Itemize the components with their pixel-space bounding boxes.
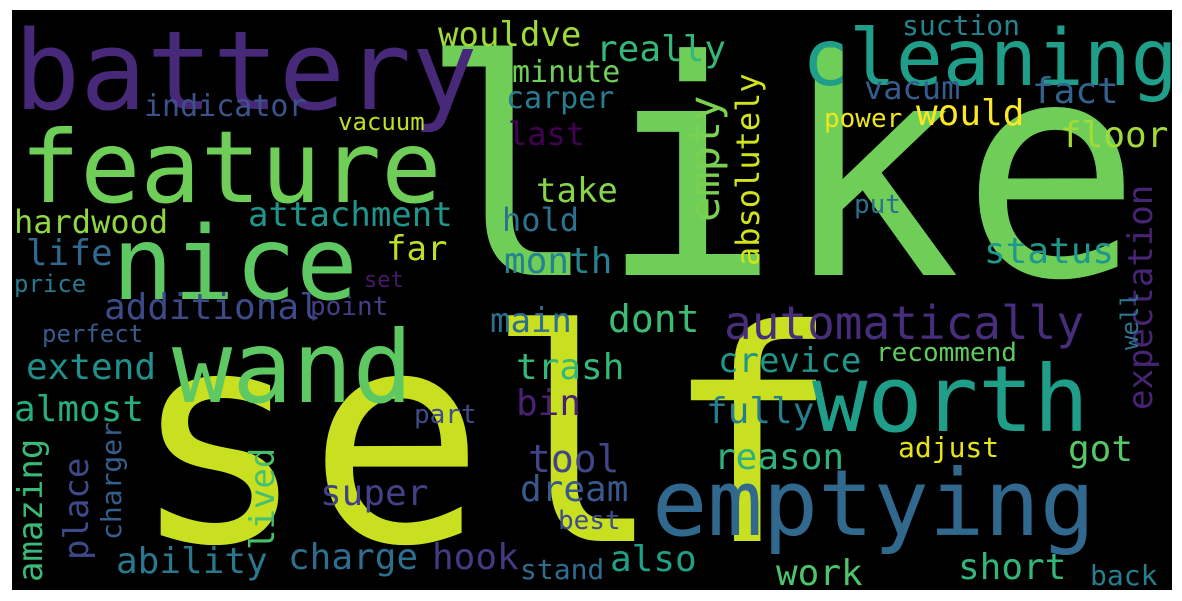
word-vacuum: vacuum	[338, 108, 425, 136]
word-suction: suction	[902, 10, 1021, 42]
word-automatically: automatically	[724, 296, 1085, 350]
word-amazing: amazing	[12, 438, 51, 582]
word-emptying: emptying	[652, 450, 1096, 557]
word-well: well	[1116, 292, 1144, 350]
word-cloud: like self battery feature cleaning nice …	[12, 10, 1172, 590]
word-floor: floor	[1060, 115, 1169, 156]
word-charger: charger	[95, 421, 128, 540]
word-best: best	[558, 506, 621, 536]
word-lived: lived	[243, 447, 283, 550]
word-wand: wand	[172, 309, 413, 426]
word-put: put	[854, 190, 901, 220]
word-carper: carper	[506, 81, 615, 116]
word-place: place	[57, 457, 97, 560]
word-almost: almost	[14, 389, 145, 430]
word-hold: hold	[502, 201, 580, 239]
word-feature: feature	[20, 109, 442, 226]
word-tool: tool	[528, 437, 620, 481]
word-minute: minute	[512, 55, 621, 90]
word-cleaning: cleaning	[802, 14, 1172, 104]
word-attachment: attachment	[248, 195, 453, 235]
word-fact: fact	[1032, 71, 1119, 112]
word-fully: fully	[706, 391, 815, 432]
word-also: also	[610, 539, 697, 580]
word-price: price	[14, 270, 87, 298]
word-main: main	[490, 301, 572, 341]
word-additional: additional	[104, 287, 321, 328]
word-really: really	[596, 29, 727, 70]
word-got: got	[1068, 429, 1134, 470]
word-indicator: indicator	[144, 89, 307, 124]
word-hardwood: hardwood	[14, 203, 169, 241]
word-perfect: perfect	[42, 320, 144, 348]
word-point: point	[310, 292, 389, 322]
word-wouldve: wouldve	[438, 15, 582, 55]
word-part: part	[414, 400, 477, 430]
word-charge: charge	[288, 537, 419, 578]
word-reason: reason	[714, 437, 845, 478]
word-dream: dream	[520, 469, 629, 510]
word-power: power	[824, 104, 903, 134]
word-adjust: adjust	[898, 431, 1000, 464]
word-last: last	[508, 115, 586, 153]
word-extend: extend	[26, 347, 157, 388]
word-battery: battery	[14, 10, 478, 135]
word-nice: nice	[112, 205, 358, 324]
word-absolutely: absolutely	[729, 73, 767, 266]
word-set: set	[364, 268, 404, 293]
word-would: would	[916, 93, 1025, 134]
word-life: life	[26, 233, 113, 274]
word-like: like	[419, 10, 1142, 346]
word-empty: empty	[680, 95, 729, 222]
word-stand: stand	[520, 553, 605, 586]
word-crevice: crevice	[718, 341, 862, 381]
word-take: take	[536, 171, 618, 211]
word-bin: bin	[516, 383, 582, 424]
word-dont: dont	[608, 297, 700, 341]
word-self: self	[130, 267, 841, 590]
word-far: far	[386, 229, 448, 269]
word-ability: ability	[116, 541, 268, 582]
word-status: status	[984, 231, 1115, 272]
word-hook: hook	[432, 537, 519, 578]
word-month: month	[504, 241, 613, 282]
word-short: short	[958, 547, 1067, 588]
word-worth: worth	[812, 346, 1089, 453]
word-super: super	[320, 473, 429, 514]
word-back: back	[1090, 559, 1158, 590]
word-recommend: recommend	[876, 338, 1017, 368]
word-vacum: vacum	[864, 69, 961, 107]
word-work: work	[776, 553, 863, 591]
word-trash: trash	[516, 347, 625, 388]
